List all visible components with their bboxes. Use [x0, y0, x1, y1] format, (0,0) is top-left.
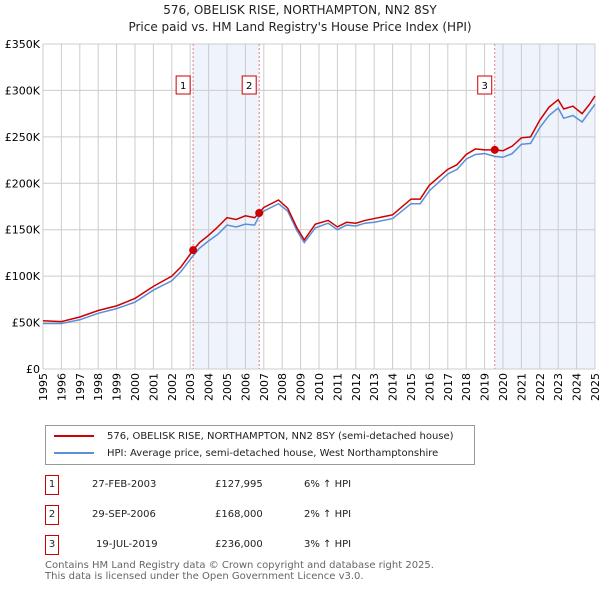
sale-price: £168,000: [215, 509, 263, 520]
x-tick-label: 2008: [276, 373, 289, 401]
x-tick-label: 2009: [295, 373, 308, 401]
x-tick-label: 2001: [147, 373, 160, 401]
sale-hpi-diff: 3% ↑ HPI: [304, 539, 352, 550]
sale-hpi-diff: 2% ↑ HPI: [304, 509, 352, 520]
chart-title: 576, OBELISK RISE, NORTHAMPTON, NN2 8SY: [163, 3, 437, 17]
footer-line: This data is licensed under the Open Gov…: [45, 571, 364, 582]
x-tick-label: 1999: [111, 373, 124, 401]
sale-price: £127,995: [215, 479, 263, 490]
y-tick-label: £100K: [5, 270, 41, 283]
chart-subtitle: Price paid vs. HM Land Registry's House …: [128, 20, 472, 34]
x-tick-label: 2004: [203, 373, 216, 401]
x-tick-label: 2013: [368, 373, 381, 401]
legend-label: HPI: Average price, semi-detached house,…: [107, 447, 439, 459]
x-tick-label: 2018: [460, 373, 473, 401]
sale-point: [255, 209, 264, 217]
sale-point: [189, 246, 198, 255]
sale-date: 27-FEB-2003: [92, 479, 157, 490]
legend: 576, OBELISK RISE, NORTHAMPTON, NN2 8SY …: [45, 425, 475, 465]
legend-swatch-red: [54, 435, 94, 437]
sale-point: [490, 145, 499, 154]
x-tick-label: 2006: [239, 373, 252, 401]
y-tick-label: £50K: [12, 317, 41, 330]
x-tick-label: 2023: [552, 373, 565, 401]
x-tick-label: 2000: [129, 373, 142, 401]
y-tick-label: £0: [26, 363, 40, 376]
sale-label-box: [241, 75, 257, 95]
sale-label: 1: [180, 81, 186, 92]
x-tick-label: 2020: [497, 373, 510, 401]
sale-label-box: [477, 75, 493, 95]
x-tick-label: 2011: [331, 373, 344, 401]
y-tick-label: £300K: [5, 84, 41, 97]
legend-item-hpi: HPI: Average price, semi-detached house,…: [54, 445, 438, 461]
x-tick-label: 2016: [423, 373, 436, 401]
sale-date: 19-JUL-2019: [96, 539, 158, 550]
sale-label: 2: [246, 81, 252, 92]
x-tick-label: 1997: [74, 373, 87, 401]
footer: Contains HM Land Registry data © Crown c…: [45, 560, 434, 582]
price-chart: 1995 1996 1997 1998 1999 2000 2001 2002 2003 2004…: [5, 38, 600, 401]
x-tick-label: 2025: [589, 373, 600, 401]
shaded-period: [193, 44, 260, 369]
x-tick-label: 2015: [405, 373, 418, 401]
legend-item-property: 576, OBELISK RISE, NORTHAMPTON, NN2 8SY …: [54, 428, 454, 444]
sale-marker-number: 1: [45, 475, 59, 495]
sale-date: 29-SEP-2006: [92, 509, 156, 520]
x-tick-label: 2005: [221, 373, 234, 401]
x-tick-label: 2012: [350, 373, 363, 401]
x-tick-label: 2017: [442, 373, 455, 401]
x-tick-label: 2021: [515, 373, 528, 401]
sale-hpi-diff: 6% ↑ HPI: [304, 479, 352, 490]
x-tick-label: 2019: [479, 373, 492, 401]
x-tick-label: 2022: [534, 373, 547, 401]
x-tick-label: 2014: [387, 373, 400, 401]
x-tick-label: 1996: [55, 373, 68, 401]
sale-marker-number: 2: [45, 505, 59, 525]
legend-label: 576, OBELISK RISE, NORTHAMPTON, NN2 8SY …: [107, 430, 454, 442]
x-tick-label: 1995: [37, 373, 50, 401]
sale-row: 2 29-SEP-2006 £168,000 2% ↑ HPI: [45, 505, 475, 525]
sale-marker-number: 3: [45, 535, 59, 555]
y-tick-label: £250K: [5, 131, 41, 144]
series-line-hpi: [43, 103, 596, 325]
x-tick-label: 1998: [92, 373, 105, 401]
sale-row: 3 19-JUL-2019 £236,000 3% ↑ HPI: [45, 535, 475, 555]
x-tick-label: 2024: [571, 373, 584, 401]
series-line-property: [42, 95, 596, 323]
sale-row: 1 27-FEB-2003 £127,995 6% ↑ HPI: [45, 475, 475, 495]
legend-swatch-blue: [54, 452, 94, 454]
shaded-period: [494, 44, 595, 369]
x-tick-label: 2002: [166, 373, 179, 401]
sale-label: 3: [482, 81, 488, 92]
y-tick-label: £200K: [5, 177, 41, 190]
y-tick-label: £350K: [5, 38, 41, 51]
x-tick-label: 2010: [313, 373, 326, 401]
x-tick-label: 2003: [184, 373, 197, 401]
footer-line: Contains HM Land Registry data © Crown c…: [45, 560, 434, 571]
sale-price: £236,000: [215, 539, 263, 550]
y-tick-label: £150K: [5, 224, 41, 237]
x-tick-label: 2007: [258, 373, 271, 401]
sale-label-box: [175, 75, 191, 95]
